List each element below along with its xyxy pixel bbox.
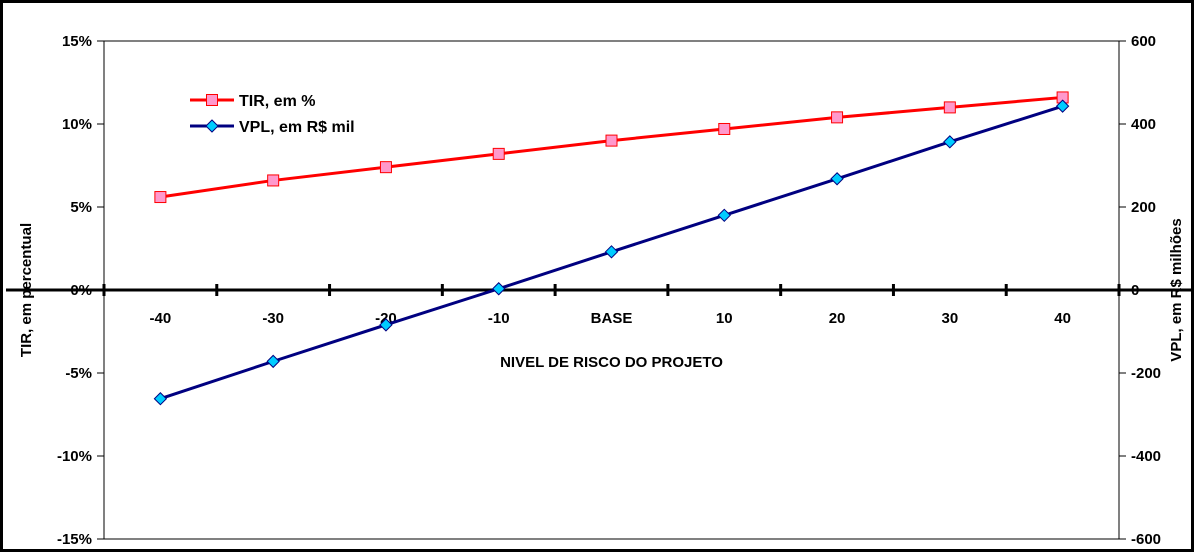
x-tick-label: BASE <box>591 310 633 327</box>
y-axis-left: 15%10%5%0%-5%-10%-15% <box>57 33 104 548</box>
x-tick-label: 20 <box>829 310 846 327</box>
y2-tick-label: -400 <box>1131 448 1161 465</box>
y2-axis-title: VPL, em R$ milhões <box>1168 218 1185 361</box>
data-point-tir <box>492 147 505 160</box>
y-tick-label: 10% <box>62 116 92 133</box>
data-point-vpl <box>830 172 844 186</box>
legend-marker-square <box>206 94 218 106</box>
series-line-0 <box>160 95 1063 199</box>
x-tick-label: -10 <box>488 310 510 327</box>
data-point-tir <box>379 161 392 174</box>
y-axis-right: 6004002000-200-400-600 <box>1119 33 1161 548</box>
data-point-tir <box>943 101 956 114</box>
data-point-vpl <box>492 282 506 296</box>
data-point-vpl <box>153 392 168 406</box>
legend: TIR, em % VPL, em R$ mil <box>190 93 355 136</box>
y2-tick-label: -200 <box>1131 365 1161 382</box>
x-tick-label: -40 <box>150 310 172 327</box>
data-point-tir <box>154 191 167 204</box>
data-point-tir <box>267 174 280 187</box>
data-point-vpl <box>1055 99 1070 113</box>
y2-tick-label: -600 <box>1131 531 1161 548</box>
data-point-vpl <box>717 208 731 223</box>
legend-label: VPL, em R$ mil <box>239 119 355 136</box>
y-tick-label: -15% <box>57 531 92 548</box>
x-tick-label: -30 <box>262 310 284 327</box>
x-tick-label: 30 <box>941 310 958 327</box>
y2-tick-label: 400 <box>1131 116 1156 133</box>
data-point-tir <box>605 134 618 147</box>
data-point-tir <box>831 111 844 124</box>
x-tick-label: 10 <box>716 310 733 327</box>
y-tick-label: -10% <box>57 448 92 465</box>
y2-tick-label: 200 <box>1131 199 1156 216</box>
y-tick-label: 15% <box>62 33 92 50</box>
chart-svg: 15%10%5%0%-5%-10%-15% 6004002000-200-400… <box>6 33 1194 548</box>
y-tick-label: 5% <box>70 199 92 216</box>
legend-marker-diamond <box>205 119 219 133</box>
data-point-vpl <box>379 318 393 332</box>
data-point-vpl <box>604 245 619 259</box>
legend-label: TIR, em % <box>239 93 315 110</box>
data-point-vpl <box>266 354 280 369</box>
x-axis-title: NIVEL DE RISCO DO PROJETO <box>500 354 723 371</box>
y-tick-label: -5% <box>65 365 92 382</box>
data-point-tir <box>718 122 731 135</box>
y-axis-title: TIR, em percentual <box>18 223 35 357</box>
series-layer <box>153 91 1070 406</box>
y2-tick-label: 600 <box>1131 33 1156 50</box>
data-point-vpl <box>943 135 957 149</box>
x-tick-label: 40 <box>1054 310 1071 327</box>
